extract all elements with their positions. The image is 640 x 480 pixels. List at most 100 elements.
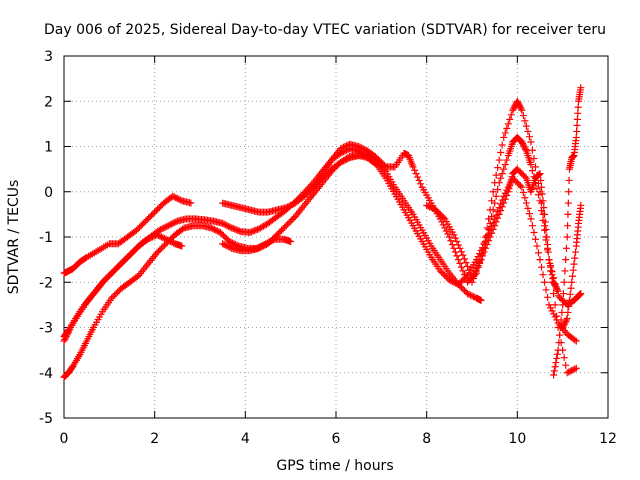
data-point-interp (155, 204, 163, 212)
data-point-interp (121, 256, 129, 264)
data-point-interp (553, 312, 561, 320)
data-point-interp (175, 195, 183, 203)
data-point (155, 226, 163, 234)
data-point-interp (154, 247, 162, 255)
data-point-interp (497, 207, 505, 215)
x-tick-label: 10 (508, 431, 526, 447)
data-point-interp (436, 210, 444, 218)
data-point (108, 269, 116, 277)
data-point-interp (221, 233, 229, 241)
data-point-interp (528, 146, 536, 154)
data-point-interp (547, 263, 555, 271)
data-point-interp (542, 286, 550, 294)
data-point-interp (547, 267, 555, 275)
data-point-interp (279, 225, 287, 233)
data-point-interp (106, 271, 114, 279)
data-point-interp (564, 222, 572, 230)
data-point-interp (515, 100, 523, 108)
data-point-interp (488, 222, 496, 230)
data-point-interp (561, 319, 569, 327)
data-point (463, 290, 471, 298)
data-point-interp (501, 161, 509, 169)
x-tick-label: 12 (599, 431, 617, 447)
data-point (518, 106, 526, 114)
data-point-interp (287, 201, 295, 209)
data-point-interp (541, 278, 549, 286)
data-point-interp (359, 145, 367, 153)
data-point-interp (521, 144, 529, 152)
data-point-interp (62, 334, 70, 342)
data-point-interp (64, 330, 72, 338)
data-point-interp (534, 191, 542, 199)
data-point-interp (559, 322, 567, 330)
data-point (327, 167, 335, 175)
data-point-interp (281, 223, 289, 231)
data-point-interp (134, 225, 142, 233)
data-point-interp (210, 225, 218, 233)
data-point-interp (498, 196, 506, 204)
data-point-interp (560, 278, 568, 286)
data-point-interp (103, 274, 111, 282)
data-point-interp (506, 115, 514, 123)
data-point-interp (544, 293, 552, 301)
data-point-interp (228, 239, 236, 247)
data-point (500, 133, 508, 141)
data-point (495, 210, 503, 218)
data-point-interp (170, 219, 178, 227)
data-point-interp (147, 234, 155, 242)
data-point-interp (124, 253, 132, 261)
data-point-interp (213, 227, 221, 235)
data-point (572, 364, 580, 372)
data-point-interp (494, 214, 502, 222)
data-point-interp (340, 143, 348, 151)
data-point-interp (548, 307, 556, 315)
data-point-interp (510, 105, 518, 113)
data-point-interp (507, 111, 515, 119)
data-point-interp (233, 241, 241, 249)
data-point-interp (166, 221, 174, 229)
data-point-interp (530, 155, 538, 163)
data-point-interp (538, 190, 546, 198)
data-point-interp (565, 368, 573, 376)
data-point-interp (269, 235, 277, 243)
data-point-interp (112, 290, 120, 298)
data-point (468, 278, 476, 286)
data-point-interp (516, 102, 524, 110)
data-point-interp (146, 213, 154, 221)
data-point-interp (156, 232, 164, 240)
data-point-interp (516, 182, 524, 190)
data-point-interp (535, 170, 543, 178)
data-point-interp (448, 241, 456, 249)
data-point-interp (492, 218, 500, 226)
data-point-interp (504, 120, 512, 128)
data-point (577, 84, 585, 92)
data-point-interp (540, 204, 548, 212)
data-point-interp (285, 202, 293, 210)
data-point-interp (560, 298, 568, 306)
data-point-interp (209, 225, 217, 233)
data-point-interp (150, 232, 158, 240)
data-point-interp (442, 273, 450, 281)
data-point-interp (165, 237, 173, 245)
data-point-interp (507, 179, 515, 187)
data-point-interp (515, 180, 523, 188)
x-tick-label: 2 (150, 431, 159, 447)
data-point-interp (460, 287, 468, 295)
data-point-interp (508, 173, 516, 181)
data-point-interp (447, 277, 455, 285)
data-point-interp (470, 293, 478, 301)
data-point (563, 369, 571, 377)
data-point-interp (525, 210, 533, 218)
data-point-interp (483, 241, 491, 249)
data-point-interp (130, 247, 138, 255)
data-point-interp (571, 336, 579, 344)
data-point-interp (565, 188, 573, 196)
data-point-interp (500, 199, 508, 207)
data-point-interp (159, 234, 167, 242)
x-tick-label: 6 (332, 431, 341, 447)
data-point (486, 233, 494, 241)
data-point-interp (573, 115, 581, 123)
data-point (126, 251, 134, 259)
data-point-interp (489, 188, 497, 196)
data-point (246, 228, 254, 236)
